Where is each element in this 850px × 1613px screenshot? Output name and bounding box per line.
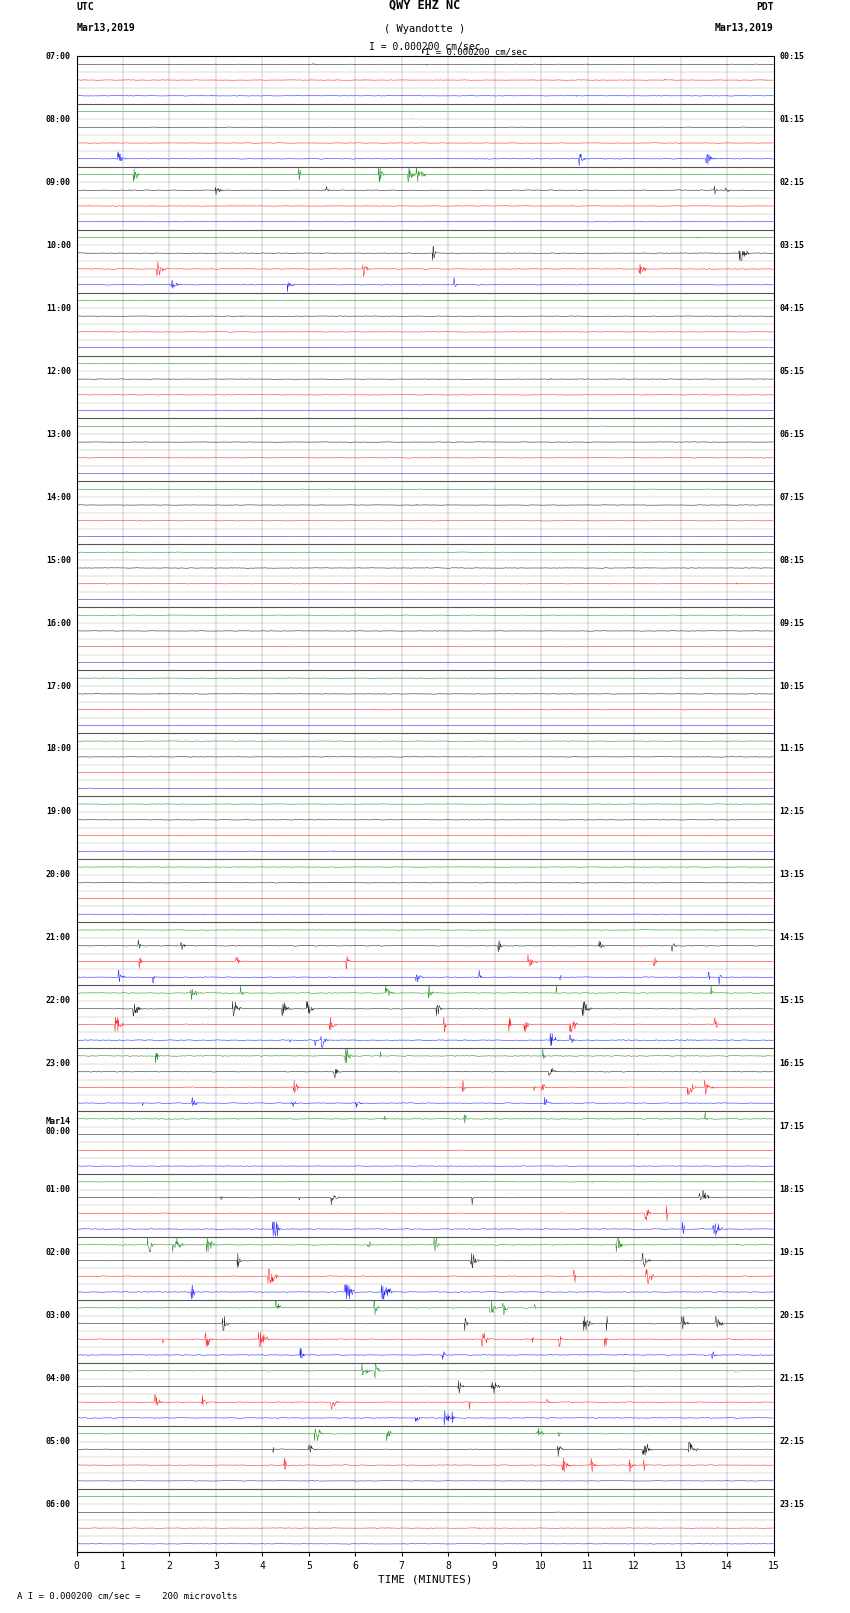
Text: 13:00: 13:00 — [46, 429, 71, 439]
Text: 06:00: 06:00 — [46, 1500, 71, 1510]
Text: 12:15: 12:15 — [779, 808, 804, 816]
Text: 03:15: 03:15 — [779, 240, 804, 250]
Text: 19:00: 19:00 — [46, 808, 71, 816]
Text: Mar13,2019: Mar13,2019 — [76, 23, 135, 32]
Text: 19:15: 19:15 — [779, 1248, 804, 1257]
Text: Mar14
00:00: Mar14 00:00 — [46, 1118, 71, 1137]
Text: 07:15: 07:15 — [779, 492, 804, 502]
Text: PDT: PDT — [756, 2, 774, 11]
Text: 00:15: 00:15 — [779, 52, 804, 61]
Text: 18:15: 18:15 — [779, 1186, 804, 1194]
Text: 17:00: 17:00 — [46, 682, 71, 690]
Text: ( Wyandotte ): ( Wyandotte ) — [384, 24, 466, 34]
Text: 06:15: 06:15 — [779, 429, 804, 439]
Text: 02:15: 02:15 — [779, 177, 804, 187]
Text: 03:00: 03:00 — [46, 1311, 71, 1319]
Text: 15:15: 15:15 — [779, 997, 804, 1005]
Text: 21:00: 21:00 — [46, 934, 71, 942]
Text: 02:00: 02:00 — [46, 1248, 71, 1257]
Text: 01:15: 01:15 — [779, 115, 804, 124]
Text: 09:00: 09:00 — [46, 177, 71, 187]
Text: A I = 0.000200 cm/sec =    200 microvolts: A I = 0.000200 cm/sec = 200 microvolts — [17, 1590, 237, 1600]
Text: 05:15: 05:15 — [779, 366, 804, 376]
Text: 12:00: 12:00 — [46, 366, 71, 376]
Text: Mar13,2019: Mar13,2019 — [715, 23, 774, 32]
Text: 14:00: 14:00 — [46, 492, 71, 502]
Text: UTC: UTC — [76, 2, 94, 11]
Text: I = 0.000200 cm/sec: I = 0.000200 cm/sec — [425, 47, 527, 56]
Text: 23:15: 23:15 — [779, 1500, 804, 1510]
Text: 04:15: 04:15 — [779, 303, 804, 313]
Text: 05:00: 05:00 — [46, 1437, 71, 1445]
Text: 11:15: 11:15 — [779, 745, 804, 753]
Text: 08:00: 08:00 — [46, 115, 71, 124]
Text: 17:15: 17:15 — [779, 1123, 804, 1131]
Text: 16:15: 16:15 — [779, 1060, 804, 1068]
Text: 18:00: 18:00 — [46, 745, 71, 753]
Text: 04:00: 04:00 — [46, 1374, 71, 1382]
Text: 23:00: 23:00 — [46, 1060, 71, 1068]
Text: 22:00: 22:00 — [46, 997, 71, 1005]
Text: 15:00: 15:00 — [46, 555, 71, 565]
Text: 01:00: 01:00 — [46, 1186, 71, 1194]
X-axis label: TIME (MINUTES): TIME (MINUTES) — [377, 1574, 473, 1586]
Text: 09:15: 09:15 — [779, 618, 804, 627]
Text: 20:15: 20:15 — [779, 1311, 804, 1319]
Text: 10:15: 10:15 — [779, 682, 804, 690]
Text: 08:15: 08:15 — [779, 555, 804, 565]
Text: 20:00: 20:00 — [46, 871, 71, 879]
Text: 11:00: 11:00 — [46, 303, 71, 313]
Text: QWY EHZ NC: QWY EHZ NC — [389, 0, 461, 11]
Text: 13:15: 13:15 — [779, 871, 804, 879]
Text: 07:00: 07:00 — [46, 52, 71, 61]
Text: 16:00: 16:00 — [46, 618, 71, 627]
Text: 21:15: 21:15 — [779, 1374, 804, 1382]
Text: I = 0.000200 cm/sec: I = 0.000200 cm/sec — [369, 42, 481, 52]
Text: 10:00: 10:00 — [46, 240, 71, 250]
Text: 14:15: 14:15 — [779, 934, 804, 942]
Text: 22:15: 22:15 — [779, 1437, 804, 1445]
